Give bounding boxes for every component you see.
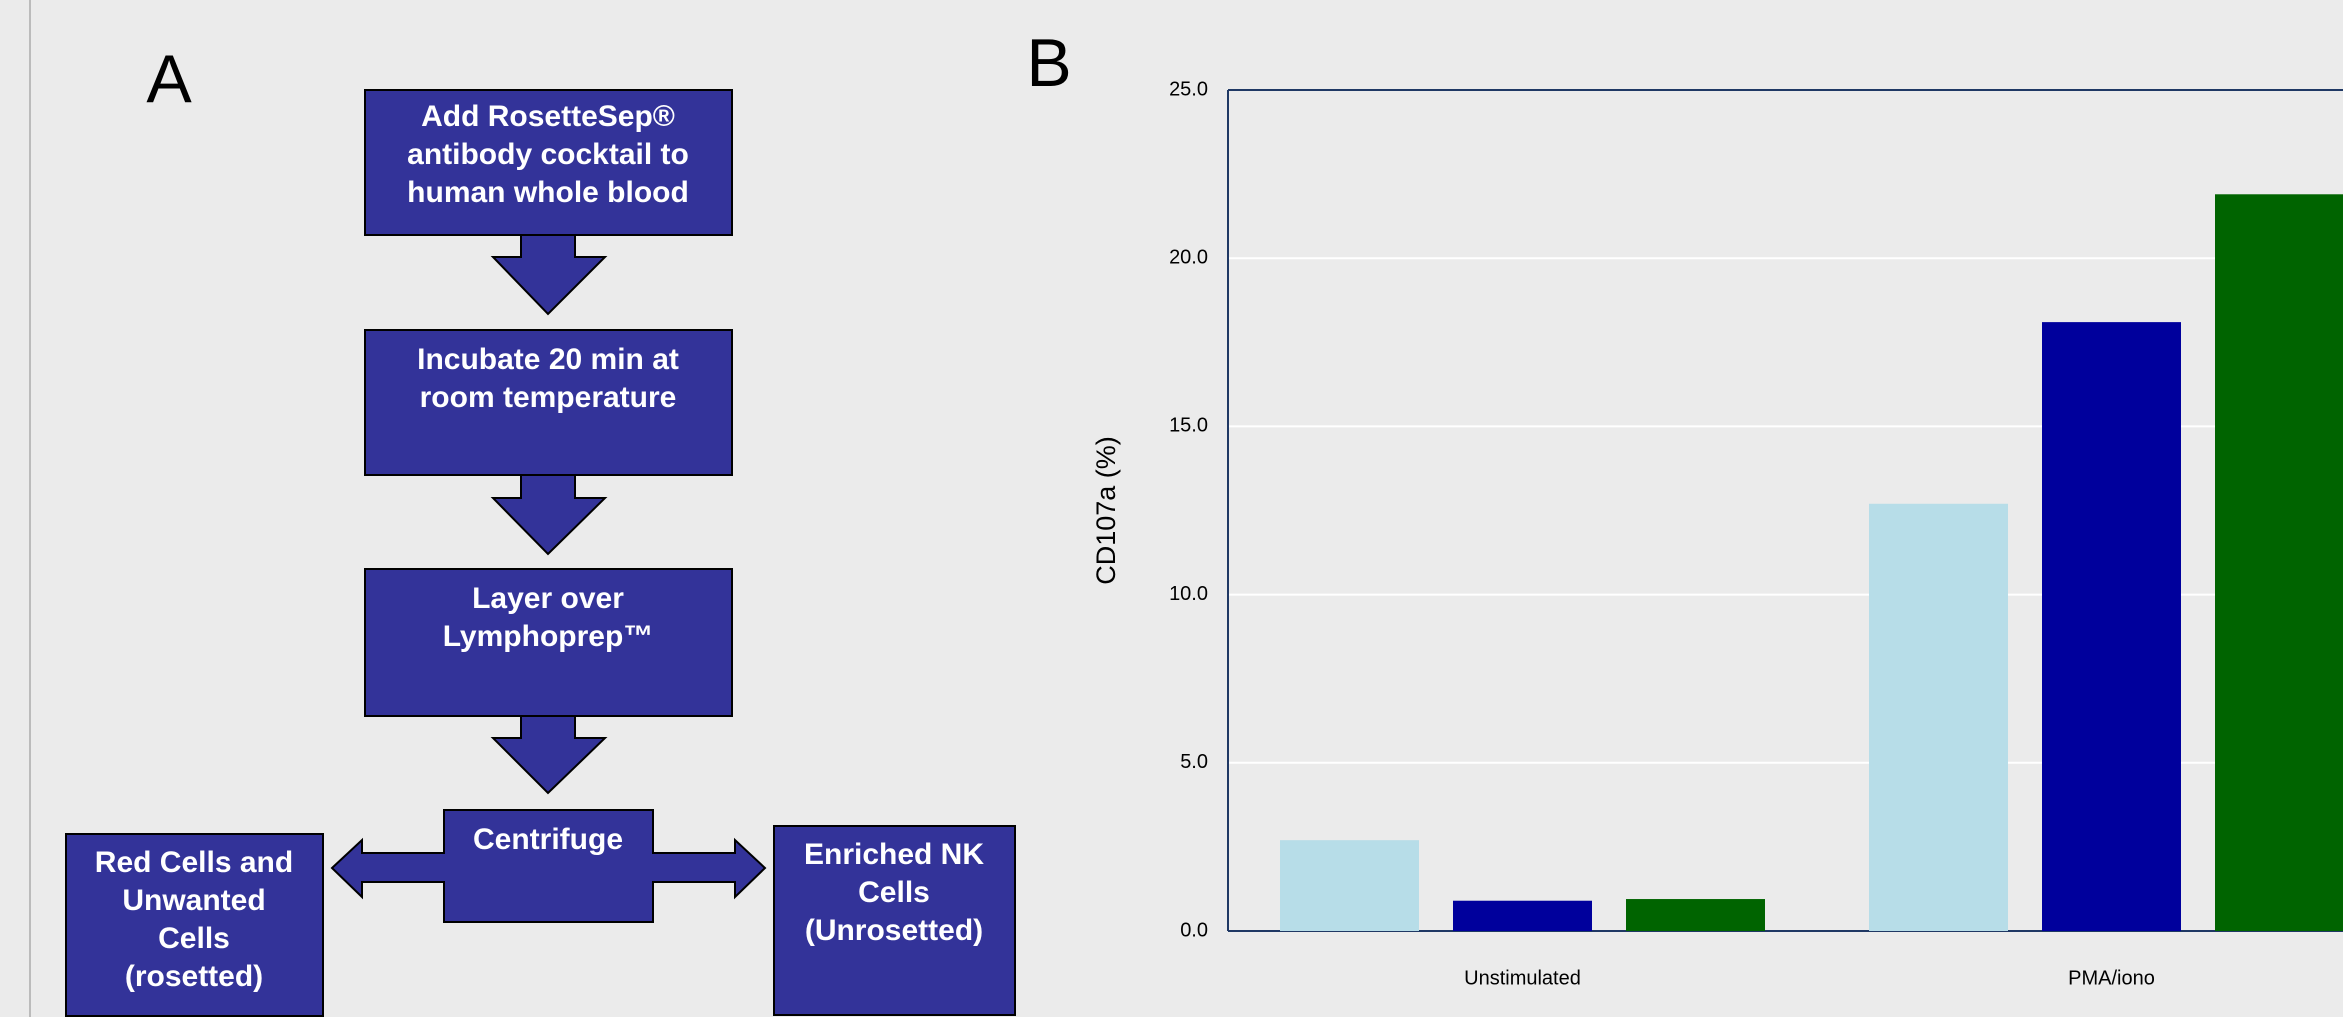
y-tick-label: 0.0 [1180,919,1208,941]
node-text: Cells [858,876,930,909]
step-box [65,833,324,1017]
arrow [490,234,608,316]
y-tick-label: 10.0 [1169,583,1208,605]
y-axis-label: CD107a (%) [1091,436,1121,585]
node-text: Incubate 20 min at [417,343,679,376]
step-box [364,568,733,717]
node-text: Enriched NK [804,838,984,871]
node-text: room temperature [420,381,677,414]
step-box [773,825,1016,1016]
node-text: antibody cocktail to [407,138,689,171]
arrow [490,715,608,795]
panel-label: A [146,41,192,117]
node-text: Lymphoprep™ [443,620,654,653]
node-text: Unwanted [122,884,265,917]
node-text: (rosetted) [125,960,263,993]
bar [1280,840,1419,931]
node-text: Layer over [472,582,624,615]
panel-label: B [1026,25,1071,101]
x-tick-label: Unstimulated [1464,967,1581,989]
node-text: Centrifuge [473,823,623,856]
bar [2215,194,2343,931]
node-text: Add RosetteSep® [421,100,675,133]
node-text: (Unrosetted) [805,914,983,947]
y-tick-label: 15.0 [1169,415,1208,437]
bar [1869,503,2008,931]
bar [1453,900,1592,931]
node-text: human whole blood [407,176,689,209]
double-arrow [330,809,767,923]
node-text: Red Cells and [95,846,293,879]
bar [2042,322,2181,932]
y-tick-label: 20.0 [1169,246,1208,268]
flowchart-shapes [65,89,1016,1017]
node-text: Cells [158,922,230,955]
y-tick-label: 5.0 [1180,751,1208,773]
arrow [490,474,608,556]
x-tick-label: PMA/iono [2068,967,2155,989]
y-tick-label: 25.0 [1169,78,1208,100]
bar [1626,899,1765,931]
